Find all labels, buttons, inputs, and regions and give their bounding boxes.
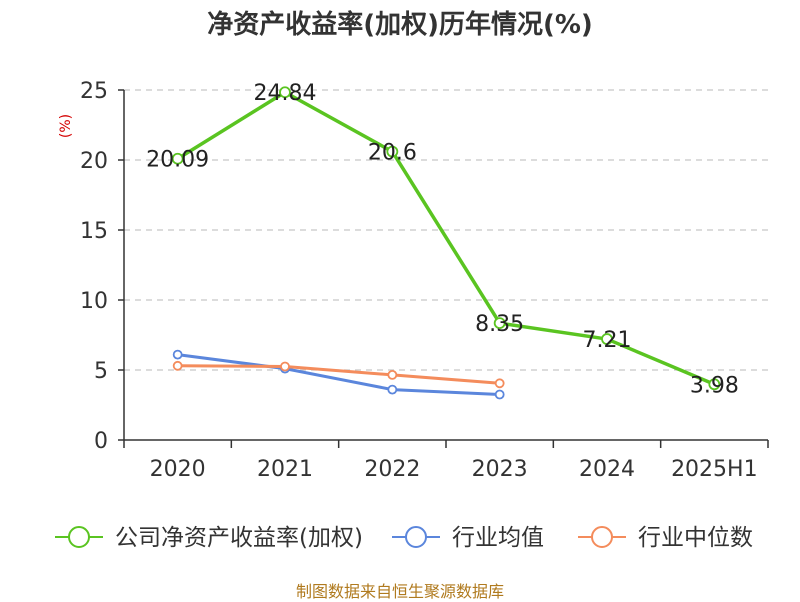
data-point: [386, 145, 399, 158]
data-point: [172, 349, 183, 360]
data-point: [708, 378, 721, 391]
chart-title: 净资产收益率(加权)历年情况(%): [207, 10, 593, 40]
y-axis-label: (%): [58, 114, 74, 138]
legend-label: 行业均值: [452, 525, 544, 551]
series-line: [177, 353, 500, 396]
series-line: [176, 90, 716, 386]
legend-label: 公司净资产收益率(加权): [115, 525, 363, 551]
data-label: 24.84: [254, 81, 317, 106]
data-point: [280, 361, 290, 372]
legend-marker: [68, 526, 90, 548]
data-point: [494, 389, 505, 400]
data-point: [601, 333, 613, 345]
data-label: 20.09: [146, 148, 209, 173]
data-label: 3.98: [690, 373, 739, 398]
x-tick-label: 2022: [364, 457, 420, 482]
y-tick-label: 0: [94, 429, 108, 454]
data-point: [279, 86, 291, 99]
series-line: [177, 364, 500, 385]
data-source-note: 制图数据来自恒生聚源数据库: [295, 582, 504, 601]
x-tick-label: 2023: [472, 457, 528, 482]
y-tick-label: 20: [80, 149, 108, 174]
y-tick-label: 10: [80, 289, 108, 314]
data-point: [387, 369, 398, 380]
data-point: [493, 317, 506, 330]
x-tick-label: 2021: [257, 457, 313, 482]
legend-marker: [405, 526, 427, 548]
data-point: [172, 360, 183, 371]
x-tick-label: 2025H1: [671, 457, 758, 482]
data-label: 8.35: [475, 312, 524, 337]
data-label: 20.6: [368, 141, 417, 166]
legend-label: 行业中位数: [638, 525, 753, 551]
x-tick-label: 2020: [150, 457, 206, 482]
y-tick-label: 5: [94, 359, 108, 384]
y-tick-label: 15: [80, 219, 108, 244]
legend-marker: [591, 526, 613, 548]
data-point: [387, 384, 398, 395]
y-tick-label: 25: [80, 79, 108, 104]
x-tick-label: 2024: [579, 457, 635, 482]
data-label: 7.21: [583, 328, 632, 353]
data-point: [494, 378, 505, 389]
data-point: [171, 152, 184, 165]
